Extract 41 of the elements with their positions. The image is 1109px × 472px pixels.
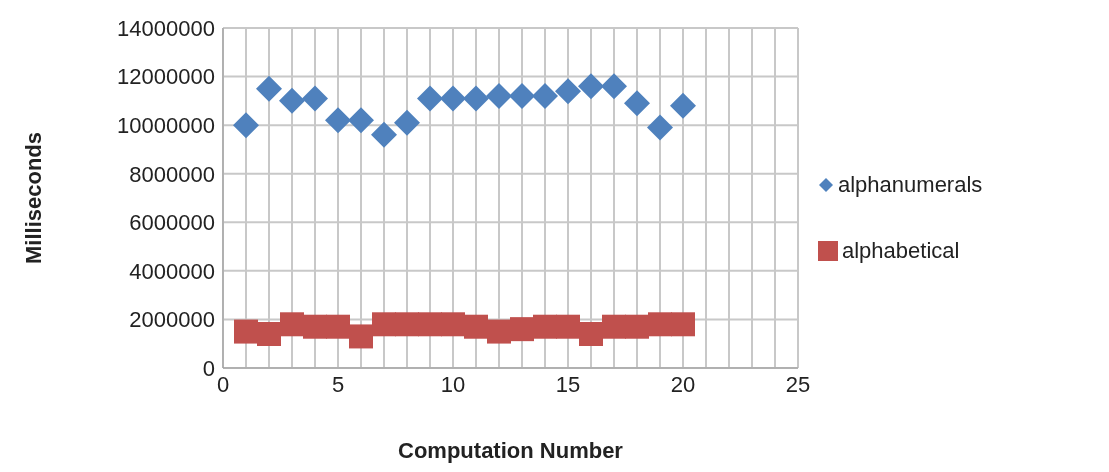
point <box>279 87 305 114</box>
x-tick-label: 5 <box>331 371 345 397</box>
point <box>394 109 420 136</box>
point <box>233 112 259 139</box>
point <box>670 92 696 119</box>
y-axis-title: Milliseconds <box>20 131 46 265</box>
x-tick-label: 10 <box>440 371 466 397</box>
point <box>372 312 396 337</box>
point <box>371 121 397 148</box>
point <box>486 83 512 109</box>
point <box>463 85 489 112</box>
y-tick-label: 0 <box>202 355 215 381</box>
point <box>555 78 581 105</box>
point <box>601 73 627 100</box>
y-tick-label: 4000000 <box>129 258 215 284</box>
x-axis-title: Computation Number <box>398 438 624 463</box>
point <box>509 83 535 109</box>
point <box>417 85 443 112</box>
x-tick-label: 15 <box>555 371 581 397</box>
y-tick-label: 6000000 <box>129 210 215 236</box>
point <box>234 319 258 344</box>
x-tick-label: 25 <box>785 371 811 397</box>
point <box>624 90 650 117</box>
point <box>302 85 328 112</box>
y-tick-label: 8000000 <box>129 161 215 187</box>
point <box>256 75 282 102</box>
point <box>578 73 604 100</box>
x-tick-label: 20 <box>670 371 696 397</box>
point <box>647 114 673 141</box>
point <box>325 107 351 134</box>
point <box>349 324 373 349</box>
point <box>671 312 695 337</box>
point <box>440 85 466 112</box>
point <box>348 107 374 134</box>
legend-label: alphanumerals <box>838 172 983 198</box>
y-tick-label: 14000000 <box>117 15 215 41</box>
y-tick-label: 2000000 <box>129 307 215 333</box>
y-tick-label: 10000000 <box>117 112 215 138</box>
y-tick-label: 12000000 <box>117 64 215 90</box>
point <box>532 83 558 109</box>
legend-label: alphabetical <box>842 238 960 264</box>
